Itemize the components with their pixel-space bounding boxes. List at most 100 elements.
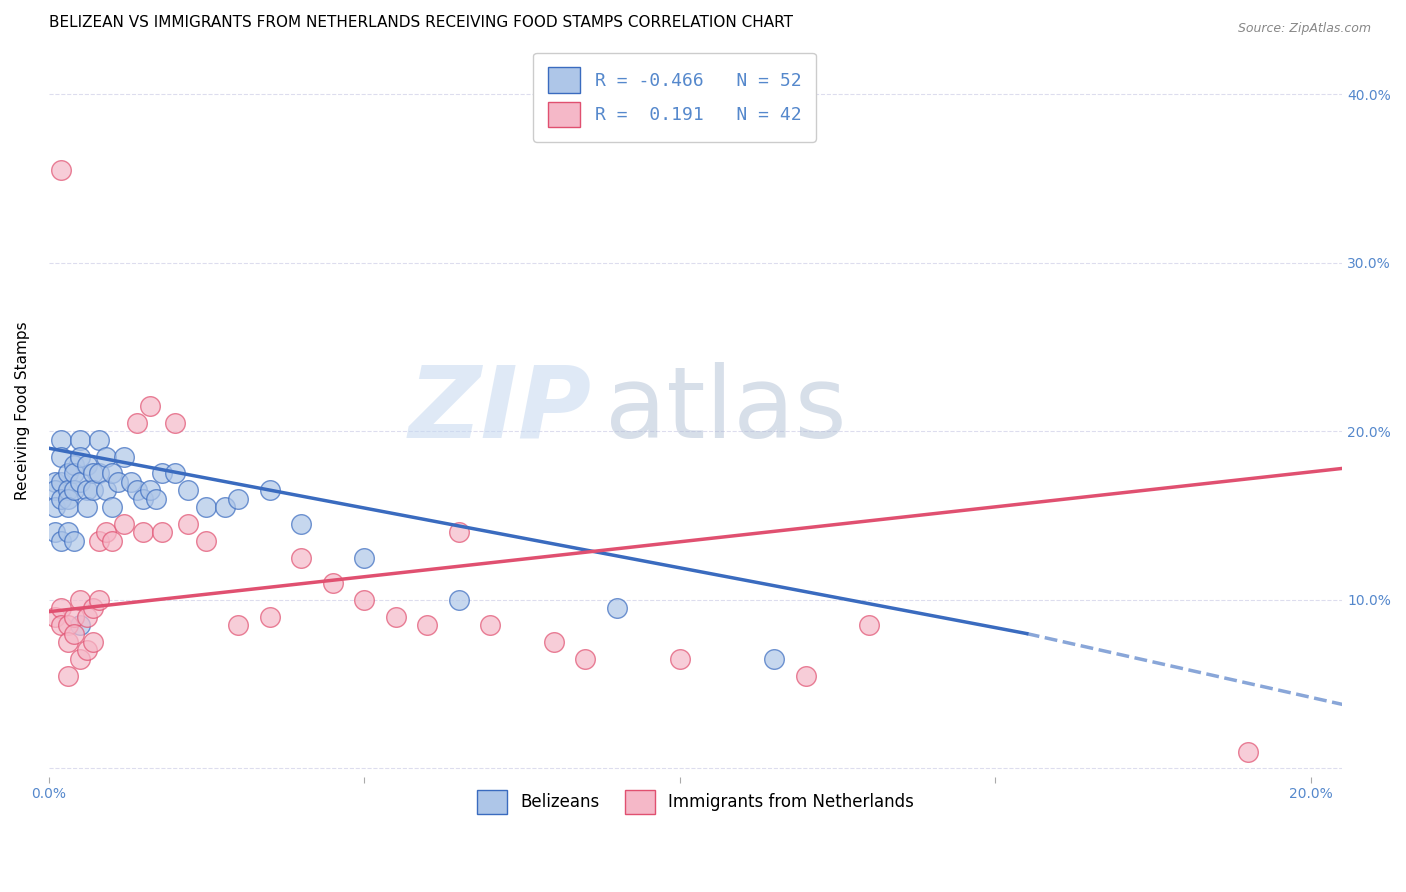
Point [51, 491, 73, 506]
Point [1236, 745, 1258, 759]
Point [447, 593, 470, 607]
Point [44, 609, 66, 624]
Point [226, 618, 249, 632]
Point [56, 525, 79, 540]
Point [69, 450, 91, 464]
Point [259, 609, 281, 624]
Point [176, 483, 198, 498]
Point [794, 669, 817, 683]
Point [120, 475, 142, 489]
Point [150, 525, 173, 540]
Point [69, 593, 91, 607]
Point [56, 467, 79, 481]
Point [138, 483, 160, 498]
Point [132, 491, 155, 506]
Point [114, 516, 136, 531]
Point [56, 669, 79, 683]
Text: atlas: atlas [605, 362, 846, 458]
Point [63, 458, 86, 472]
Point [44, 500, 66, 515]
Y-axis label: Receiving Food Stamps: Receiving Food Stamps [15, 321, 30, 500]
Point [763, 652, 786, 666]
Point [69, 618, 91, 632]
Point [163, 467, 186, 481]
Point [76, 500, 98, 515]
Point [132, 525, 155, 540]
Point [56, 500, 79, 515]
Point [89, 593, 111, 607]
Point [82, 635, 104, 649]
Point [195, 533, 218, 548]
Point [101, 533, 124, 548]
Point [51, 618, 73, 632]
Point [69, 475, 91, 489]
Point [163, 416, 186, 430]
Point [127, 483, 149, 498]
Point [214, 500, 236, 515]
Point [89, 467, 111, 481]
Point [101, 467, 124, 481]
Point [63, 483, 86, 498]
Point [82, 601, 104, 615]
Point [385, 609, 408, 624]
Point [94, 483, 117, 498]
Point [44, 525, 66, 540]
Point [56, 483, 79, 498]
Point [94, 450, 117, 464]
Point [353, 593, 375, 607]
Point [51, 601, 73, 615]
Point [44, 483, 66, 498]
Point [89, 433, 111, 447]
Point [56, 635, 79, 649]
Point [416, 618, 439, 632]
Point [51, 533, 73, 548]
Text: ZIP: ZIP [409, 362, 592, 458]
Point [69, 433, 91, 447]
Point [51, 450, 73, 464]
Legend: Belizeans, Immigrants from Netherlands: Belizeans, Immigrants from Netherlands [464, 777, 927, 827]
Point [858, 618, 880, 632]
Point [63, 467, 86, 481]
Point [51, 475, 73, 489]
Point [63, 609, 86, 624]
Point [63, 533, 86, 548]
Point [290, 516, 312, 531]
Point [150, 467, 173, 481]
Point [259, 483, 281, 498]
Point [668, 652, 690, 666]
Point [574, 652, 596, 666]
Point [44, 475, 66, 489]
Point [353, 550, 375, 565]
Point [69, 652, 91, 666]
Point [145, 491, 167, 506]
Point [447, 525, 470, 540]
Point [51, 433, 73, 447]
Point [89, 533, 111, 548]
Text: Source: ZipAtlas.com: Source: ZipAtlas.com [1237, 22, 1371, 36]
Point [543, 635, 565, 649]
Point [138, 399, 160, 413]
Point [51, 163, 73, 178]
Point [76, 643, 98, 657]
Point [290, 550, 312, 565]
Point [76, 483, 98, 498]
Point [107, 475, 129, 489]
Point [479, 618, 502, 632]
Point [76, 458, 98, 472]
Point [606, 601, 628, 615]
Point [82, 483, 104, 498]
Point [82, 467, 104, 481]
Point [101, 500, 124, 515]
Point [56, 491, 79, 506]
Point [176, 516, 198, 531]
Text: BELIZEAN VS IMMIGRANTS FROM NETHERLANDS RECEIVING FOOD STAMPS CORRELATION CHART: BELIZEAN VS IMMIGRANTS FROM NETHERLANDS … [49, 15, 793, 30]
Point [56, 618, 79, 632]
Point [322, 576, 344, 591]
Point [226, 491, 249, 506]
Point [127, 416, 149, 430]
Point [76, 609, 98, 624]
Point [114, 450, 136, 464]
Point [63, 626, 86, 640]
Point [195, 500, 218, 515]
Point [94, 525, 117, 540]
